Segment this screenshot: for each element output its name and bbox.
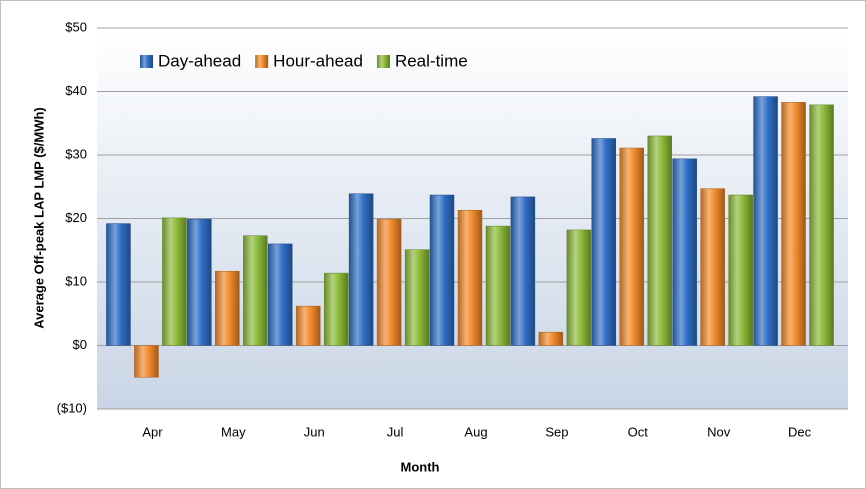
x-tick-label: Apr (142, 424, 163, 439)
bar (809, 104, 834, 346)
bar (753, 96, 778, 346)
bar (404, 249, 430, 346)
bar (538, 331, 564, 346)
y-tick-label: $40 (65, 83, 87, 98)
legend-swatch (376, 55, 390, 68)
legend-label: Hour-ahead (273, 51, 363, 70)
y-tick-label: $0 (73, 337, 87, 352)
legend-label: Real-time (395, 51, 468, 70)
x-tick-label: Nov (707, 424, 731, 439)
x-tick-label: Jun (304, 424, 325, 439)
y-axis-title: Average Off-peak LAP LMP ($/MWh) (31, 107, 46, 329)
bar (429, 194, 455, 346)
y-tick-label: $10 (65, 273, 87, 288)
legend-swatch (140, 55, 153, 68)
x-tick-label: Jul (387, 424, 404, 439)
bar (457, 209, 483, 346)
x-tick-label: Oct (628, 424, 649, 439)
x-tick-label: Sep (545, 424, 568, 439)
bar (106, 223, 131, 346)
bar (485, 225, 511, 346)
legend-label: Day-ahead (158, 51, 241, 70)
bar (781, 102, 806, 346)
bar (728, 194, 753, 346)
bar (566, 229, 592, 346)
bar (162, 217, 187, 346)
bar (647, 135, 673, 346)
bar (700, 188, 725, 346)
x-tick-label: Aug (464, 424, 487, 439)
bar (348, 193, 374, 346)
bar (323, 272, 349, 346)
bar (510, 196, 536, 346)
bar (134, 345, 159, 378)
bar (619, 147, 645, 346)
y-tick-label: $20 (65, 210, 87, 225)
bar (376, 218, 402, 346)
bar (672, 158, 697, 346)
x-axis-title: Month (401, 459, 440, 474)
bar (591, 138, 617, 346)
legend-swatch (255, 55, 269, 68)
y-tick-label: ($10) (57, 400, 87, 415)
bar (267, 243, 293, 346)
x-tick-label: May (221, 424, 246, 439)
bar (187, 218, 212, 346)
bar (243, 235, 268, 346)
y-tick-label: $30 (65, 146, 87, 161)
bar (215, 270, 240, 346)
bar (295, 305, 321, 346)
x-tick-label: Dec (788, 424, 812, 439)
y-tick-label: $50 (65, 19, 87, 34)
